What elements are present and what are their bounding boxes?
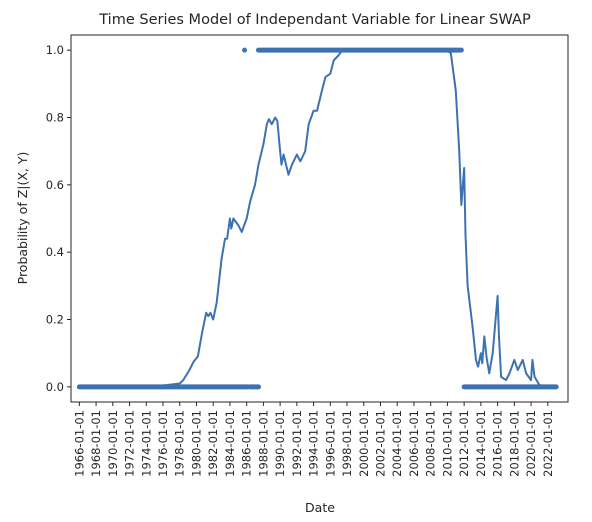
x-tick-label: 2012-01-01: [457, 410, 471, 477]
x-tick-label: 1968-01-01: [89, 410, 103, 477]
x-tick-label: 2014-01-01: [474, 410, 488, 477]
x-tick-label: 1972-01-01: [123, 410, 137, 477]
plot-frame: [70, 34, 569, 403]
x-tick-label: 2008-01-01: [424, 410, 438, 477]
y-tick-label: 0.2: [46, 313, 64, 327]
x-tick-label: 2016-01-01: [491, 410, 505, 477]
y-tick-label: 1.0: [46, 43, 64, 57]
x-tick-label: 1978-01-01: [173, 410, 187, 477]
x-tick-label: 1980-01-01: [189, 410, 203, 477]
x-tick-label: 2004-01-01: [390, 410, 404, 477]
series-layer: [76, 47, 559, 390]
y-axis-label: Probability of Z|(X, Y): [15, 152, 30, 285]
x-tick-label: 2000-01-01: [357, 410, 371, 477]
chart-title: Time Series Model of Independant Variabl…: [98, 12, 531, 28]
x-tick-label: 1970-01-01: [106, 410, 120, 477]
x-tick-label: 2010-01-01: [440, 410, 454, 477]
x-tick-label: 1998-01-01: [340, 410, 354, 477]
x-tick-label: 1994-01-01: [307, 410, 321, 477]
x-tick-label: 2022-01-01: [541, 410, 555, 477]
x-tick-label: 1976-01-01: [156, 410, 170, 477]
y-tick-label: 0.4: [46, 245, 64, 259]
x-tick-label: 2020-01-01: [524, 410, 538, 477]
y-tick-label: 0.0: [46, 380, 64, 394]
x-tick-label: 2002-01-01: [373, 410, 387, 477]
x-tick-label: 1966-01-01: [72, 410, 86, 477]
x-tick-label: 1988-01-01: [256, 410, 270, 477]
x-tick-label: 1990-01-01: [273, 410, 287, 477]
x-tick-label: 2006-01-01: [407, 410, 421, 477]
y-tick-label: 0.8: [46, 110, 64, 124]
x-axis-label: Date: [305, 500, 335, 515]
x-tick-label: 1986-01-01: [240, 410, 254, 477]
y-tick-label: 0.6: [46, 178, 64, 192]
binary-point: [242, 47, 248, 53]
x-tick-label: 1984-01-01: [223, 410, 237, 477]
x-tick-label: 1992-01-01: [290, 410, 304, 477]
x-tick-label: 1996-01-01: [323, 410, 337, 477]
x-tick-label: 2018-01-01: [507, 410, 521, 477]
x-tick-label: 1974-01-01: [139, 410, 153, 477]
x-tick-label: 1982-01-01: [206, 410, 220, 477]
probability-line: [79, 49, 557, 388]
